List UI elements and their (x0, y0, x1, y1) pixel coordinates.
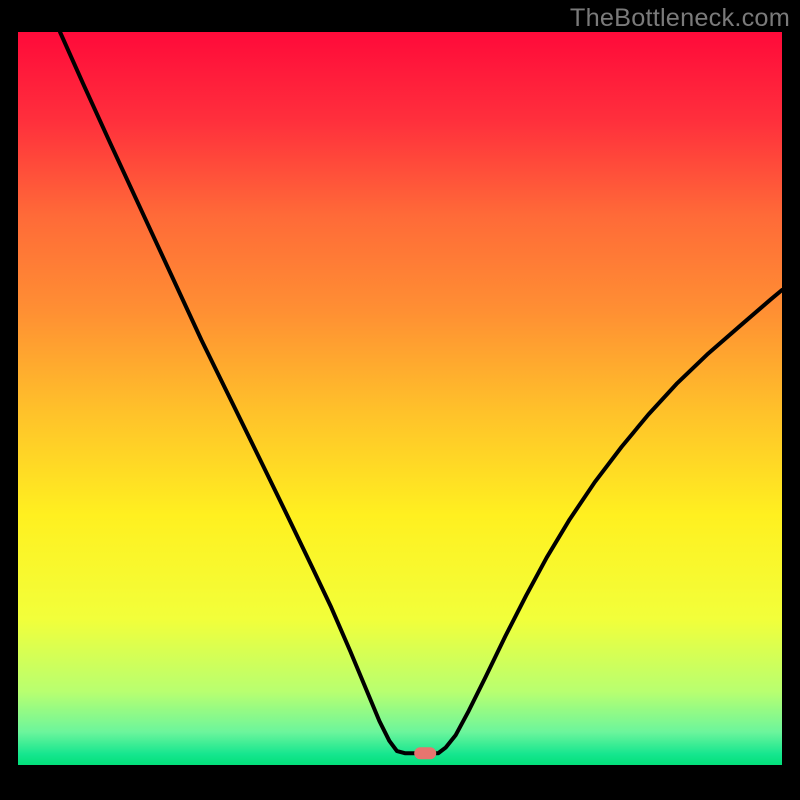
watermark-text: TheBottleneck.com (570, 4, 790, 33)
gradient-background (18, 32, 782, 765)
bottleneck-chart (0, 0, 800, 800)
chart-root: TheBottleneck.com (0, 0, 800, 800)
optimum-marker (414, 747, 436, 759)
